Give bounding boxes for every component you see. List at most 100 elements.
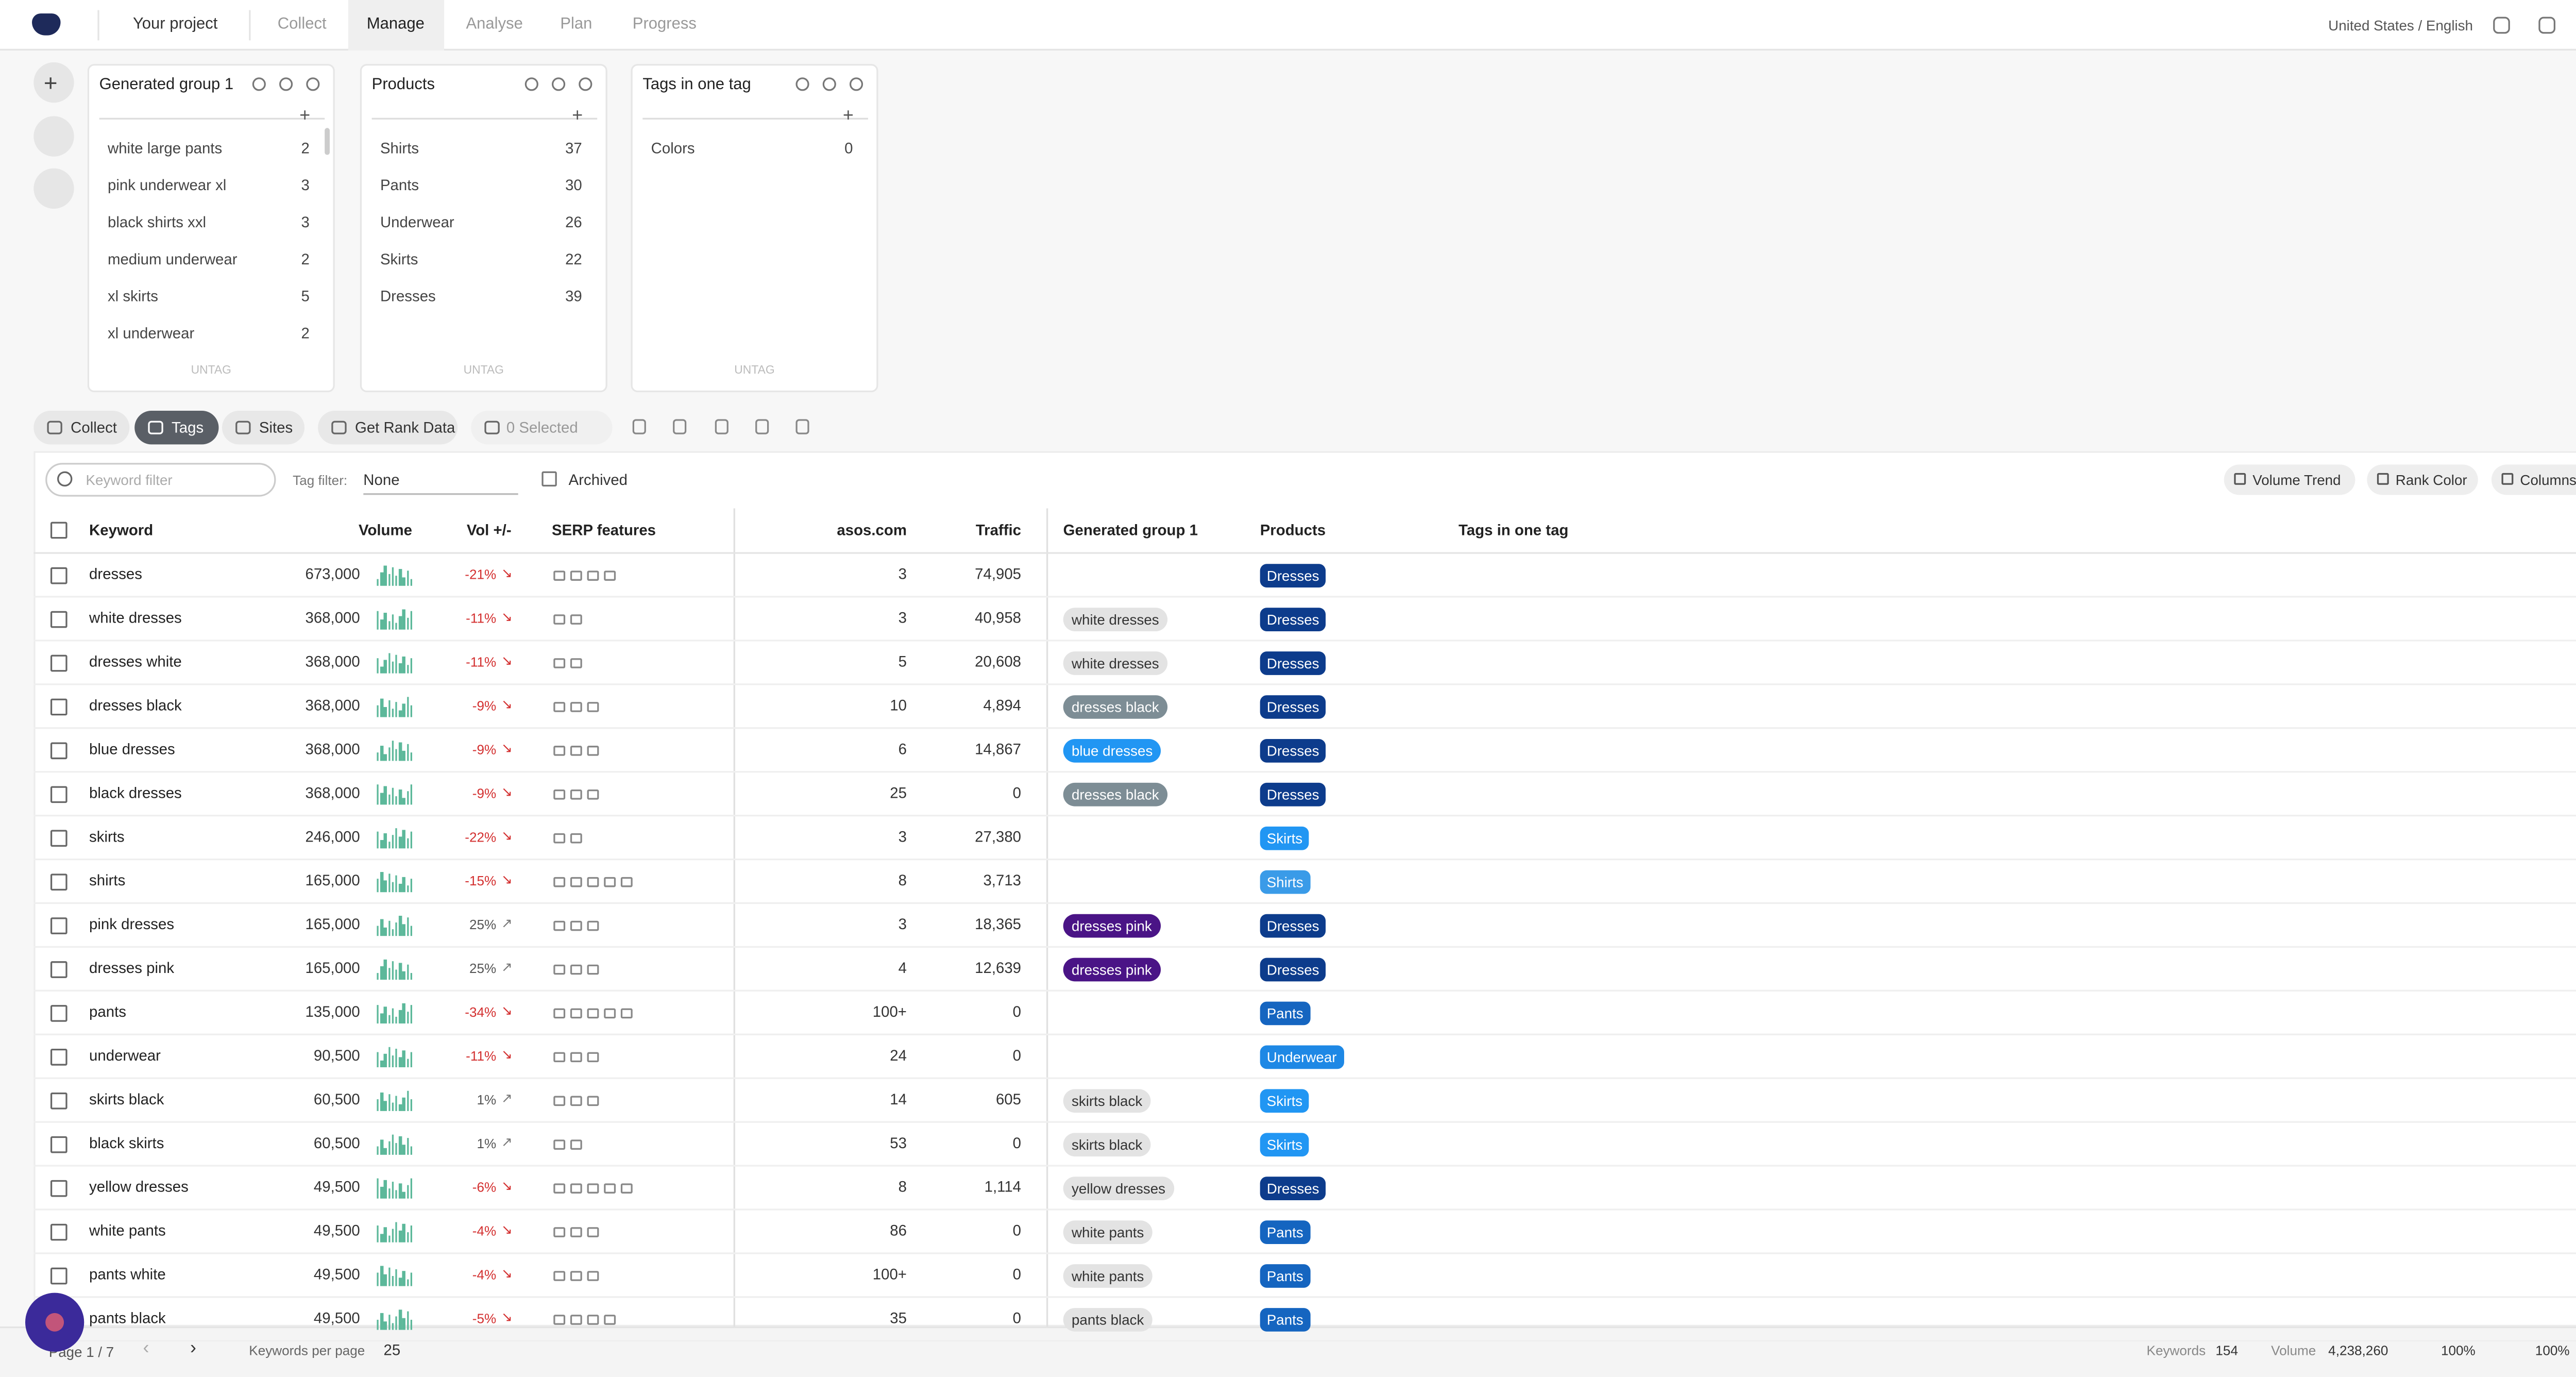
tag-label[interactable]: xl skirts xyxy=(107,288,158,305)
group-tag[interactable]: pants black xyxy=(1063,1308,1153,1332)
nav-icon[interactable] xyxy=(2493,16,2510,34)
product-tag[interactable]: Dresses xyxy=(1260,651,1326,675)
product-tag[interactable]: Dresses xyxy=(1260,914,1326,938)
column-header[interactable]: Tags in one tag xyxy=(1459,522,1569,539)
tag-label[interactable]: Underwear xyxy=(380,213,454,231)
card-icon[interactable] xyxy=(306,77,320,91)
tag-label[interactable]: Dresses xyxy=(380,288,436,305)
nav-icon[interactable] xyxy=(2538,16,2555,34)
nav-tab[interactable]: Analyse xyxy=(466,15,523,34)
product-tag[interactable]: Shirts xyxy=(1260,870,1310,894)
prev-page[interactable]: ‹ xyxy=(143,1338,149,1359)
tag-label[interactable]: Shirts xyxy=(380,140,419,157)
product-tag[interactable]: Skirts xyxy=(1260,1089,1310,1113)
toolbar-icon[interactable] xyxy=(632,419,646,434)
view-button[interactable]: Volume Trend xyxy=(2224,464,2355,495)
group-tag[interactable]: blue dresses xyxy=(1063,738,1161,763)
toolbar-button[interactable]: 0 Selected xyxy=(471,411,613,445)
keyword[interactable]: pants xyxy=(89,1003,126,1020)
column-header[interactable]: Products xyxy=(1260,522,1326,539)
product-tag[interactable]: Dresses xyxy=(1260,695,1326,719)
group-tag[interactable]: yellow dresses xyxy=(1063,1177,1174,1201)
untag[interactable]: UNTAG xyxy=(734,365,775,377)
keyword[interactable]: dresses xyxy=(89,565,142,583)
column-header[interactable]: Vol +/- xyxy=(466,522,512,539)
row-checkbox[interactable] xyxy=(50,742,67,760)
toolbar-button[interactable]: Get Rank Data xyxy=(318,411,458,445)
product-tag[interactable]: Dresses xyxy=(1260,564,1326,588)
nav-tab[interactable]: Manage xyxy=(366,15,425,34)
row-checkbox[interactable] xyxy=(50,654,67,672)
nav-tab[interactable]: Collect xyxy=(277,15,327,34)
untag[interactable]: UNTAG xyxy=(463,365,504,377)
add-tag[interactable]: + xyxy=(572,106,583,126)
group-tag[interactable]: white dresses xyxy=(1063,608,1168,631)
product-tag[interactable]: Pants xyxy=(1260,1220,1310,1244)
card-icon[interactable] xyxy=(849,77,863,91)
product-tag[interactable]: Dresses xyxy=(1260,738,1326,763)
card-icon[interactable] xyxy=(579,77,592,91)
keyword[interactable]: blue dresses xyxy=(89,741,175,758)
column-header[interactable]: Generated group 1 xyxy=(1063,522,1198,539)
group-tag[interactable]: dresses black xyxy=(1063,695,1168,719)
keyword-filter[interactable] xyxy=(45,463,276,497)
group-tag[interactable]: skirts black xyxy=(1063,1133,1151,1157)
nav-tab[interactable]: Your project xyxy=(132,15,218,34)
tag-label[interactable]: xl underwear xyxy=(107,325,195,342)
toolbar-button[interactable]: Collect xyxy=(33,411,130,445)
archived-checkbox[interactable] xyxy=(541,471,557,487)
side-plus[interactable]: + xyxy=(43,69,58,96)
product-tag[interactable]: Skirts xyxy=(1260,1133,1310,1157)
product-tag[interactable]: Dresses xyxy=(1260,608,1326,631)
keyword[interactable]: skirts xyxy=(89,828,125,845)
tag-filter-select[interactable]: None xyxy=(363,472,518,495)
header-checkbox[interactable] xyxy=(50,522,67,539)
toolbar-button[interactable]: Sites xyxy=(222,411,305,445)
product-tag[interactable]: Skirts xyxy=(1260,826,1310,850)
row-checkbox[interactable] xyxy=(50,567,67,584)
view-button[interactable]: Rank Color xyxy=(2367,464,2478,495)
row-checkbox[interactable] xyxy=(50,830,67,847)
add-tag[interactable]: + xyxy=(842,106,854,126)
tag-label[interactable]: white large pants xyxy=(107,140,223,157)
toolbar-icon[interactable] xyxy=(715,419,728,434)
row-checkbox[interactable] xyxy=(50,1136,67,1153)
product-tag[interactable]: Dresses xyxy=(1260,958,1326,982)
group-tag[interactable]: dresses black xyxy=(1063,782,1168,807)
keyword[interactable]: dresses black xyxy=(89,697,182,714)
row-checkbox[interactable] xyxy=(50,698,67,716)
add-tag[interactable]: + xyxy=(299,106,311,126)
column-header[interactable]: Volume xyxy=(359,522,412,539)
tag-label[interactable]: Skirts xyxy=(380,250,418,268)
product-tag[interactable]: Dresses xyxy=(1260,782,1326,807)
group-tag[interactable]: white pants xyxy=(1063,1220,1153,1244)
group-tag[interactable]: dresses pink xyxy=(1063,914,1161,938)
tag-label[interactable]: medium underwear xyxy=(107,250,238,268)
keyword[interactable]: white pants xyxy=(89,1222,166,1239)
card-icon[interactable] xyxy=(795,77,809,91)
column-header[interactable]: SERP features xyxy=(552,522,656,539)
card-icon[interactable] xyxy=(252,77,266,91)
logo[interactable] xyxy=(32,13,61,36)
product-tag[interactable]: Dresses xyxy=(1260,1177,1326,1201)
tag-label[interactable]: Pants xyxy=(380,176,419,194)
keyword[interactable]: black dresses xyxy=(89,784,182,801)
group-tag[interactable]: skirts black xyxy=(1063,1089,1151,1113)
column-header[interactable]: asos.com xyxy=(837,522,907,539)
keyword[interactable]: underwear xyxy=(89,1047,161,1064)
group-tag[interactable]: white dresses xyxy=(1063,651,1168,675)
keyword[interactable]: dresses white xyxy=(89,653,182,670)
toolbar-button[interactable]: Tags xyxy=(134,411,219,445)
product-tag[interactable]: Pants xyxy=(1260,1308,1310,1332)
keyword[interactable]: black skirts xyxy=(89,1134,164,1152)
side-button[interactable] xyxy=(33,62,74,103)
untag[interactable]: UNTAG xyxy=(191,365,231,377)
row-checkbox[interactable] xyxy=(50,1223,67,1241)
tag-label[interactable]: pink underwear xl xyxy=(107,176,227,194)
row-checkbox[interactable] xyxy=(50,917,67,934)
nav-tab[interactable]: Plan xyxy=(560,15,592,34)
toolbar-icon[interactable] xyxy=(795,419,809,434)
product-tag[interactable]: Underwear xyxy=(1260,1045,1344,1069)
column-header[interactable]: Keyword xyxy=(89,522,154,539)
card-icon[interactable] xyxy=(279,77,293,91)
